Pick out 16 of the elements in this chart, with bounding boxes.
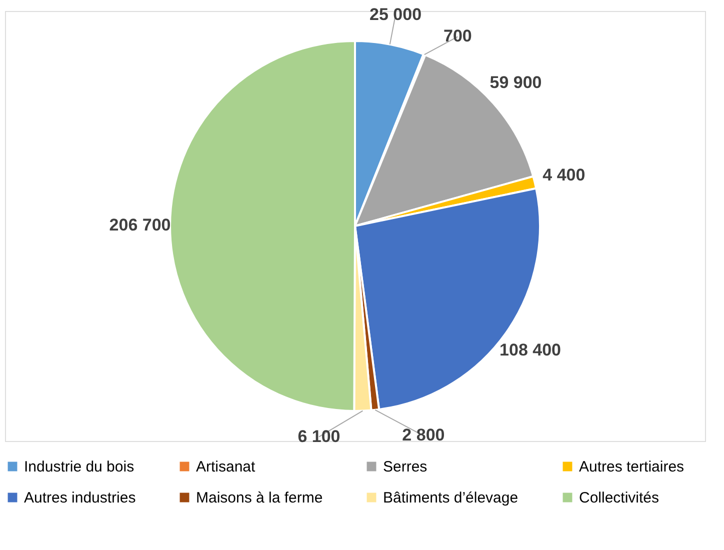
data-label: 4 400: [542, 165, 586, 184]
legend-label: Industrie du bois: [24, 458, 134, 476]
data-label: 59 900: [490, 73, 542, 92]
data-label: 206 700: [109, 216, 171, 235]
legend-label: Serres: [383, 458, 428, 476]
data-label: 2 800: [402, 426, 445, 445]
legend-label: Artisanat: [196, 458, 256, 476]
data-label: 6 100: [298, 426, 340, 446]
legend-label: Bâtiments d’élevage: [383, 490, 518, 506]
legend-label: Collectivités: [579, 490, 660, 506]
data-label: 25 000: [370, 4, 422, 24]
legend-label: Autres industries: [24, 490, 136, 506]
data-label: 700: [444, 26, 472, 46]
data-label: 108 400: [500, 340, 561, 360]
legend-label: Maisons à la ferme: [196, 490, 323, 506]
legend-label: Autres tertiaires: [579, 458, 684, 476]
